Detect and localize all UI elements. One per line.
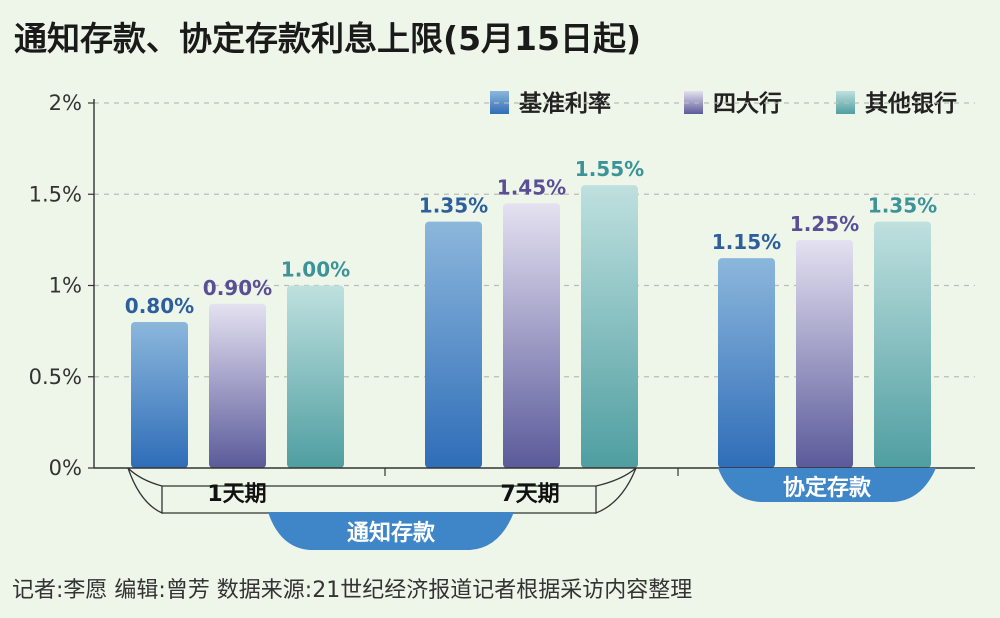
bar [503, 203, 560, 468]
legend-label: 其他银行 [865, 90, 957, 117]
category-label: 7天期 [500, 482, 559, 507]
data-label: 1.35% [419, 194, 488, 218]
data-label: 1.55% [575, 157, 644, 181]
y-axis: 0% 0.5% 1% 1.5% 2% [29, 91, 95, 480]
legend-swatch [490, 91, 509, 114]
group-label: 通知存款 [347, 520, 436, 546]
bar [581, 185, 638, 468]
group-bracket-right [595, 467, 637, 514]
y-tick-label: 0% [49, 456, 82, 480]
group-bracket [127, 467, 637, 487]
data-label: 0.80% [125, 294, 194, 318]
legend-swatch [684, 91, 703, 114]
data-label: 1.45% [497, 175, 566, 199]
bar [796, 239, 853, 468]
chart-title: 通知存款、协定存款利息上限(5月15日起) [14, 19, 641, 58]
data-label: 1.00% [281, 258, 350, 282]
y-tick-label: 1% [49, 274, 82, 298]
data-label: 0.90% [203, 276, 272, 300]
bar [425, 221, 482, 468]
bar [131, 322, 188, 468]
data-label: 1.15% [712, 230, 781, 254]
data-label: 1.25% [790, 212, 859, 236]
bar [718, 258, 775, 468]
bar [874, 221, 931, 468]
data-label: 1.35% [868, 194, 937, 218]
y-tick-label: 1.5% [29, 182, 82, 206]
bars: 0.80% 0.90% 1.00% 1.35% 1.45% 1.55% 1.15% 1.25%… [125, 157, 937, 468]
bar [287, 285, 344, 468]
bar [209, 303, 266, 468]
category-badge [718, 468, 936, 502]
footer-credit: 记者:李愿 编辑:曾芳 数据来源:21世纪经济报道记者根据采访内容整理 [12, 578, 692, 603]
y-tick-label: 0.5% [29, 365, 82, 389]
category-label: 协定存款 [783, 475, 872, 501]
group-bracket-left [127, 467, 163, 515]
category-label: 1天期 [207, 482, 266, 507]
y-tick-label: 2% [49, 91, 82, 115]
group-badge [268, 512, 514, 550]
